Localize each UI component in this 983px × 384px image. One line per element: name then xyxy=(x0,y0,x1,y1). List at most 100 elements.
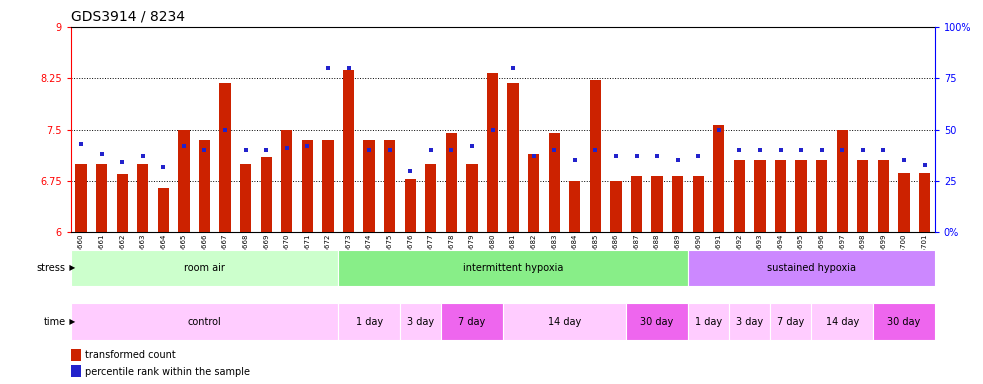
Bar xyxy=(466,164,478,232)
Point xyxy=(443,147,459,153)
Bar xyxy=(384,140,395,232)
Text: control: control xyxy=(188,316,221,327)
Text: room air: room air xyxy=(184,263,225,273)
Text: ▶: ▶ xyxy=(67,317,75,326)
Text: 7 day: 7 day xyxy=(458,316,486,327)
Bar xyxy=(610,181,621,232)
Point xyxy=(711,127,726,133)
Text: 14 day: 14 day xyxy=(826,316,859,327)
Point xyxy=(876,147,892,153)
Bar xyxy=(425,164,436,232)
Point xyxy=(300,143,316,149)
Bar xyxy=(338,303,400,340)
Bar xyxy=(219,83,231,232)
Point xyxy=(896,157,912,164)
Text: 1 day: 1 day xyxy=(695,316,723,327)
Bar xyxy=(338,250,688,286)
Bar xyxy=(811,303,873,340)
Bar xyxy=(549,133,560,232)
Point xyxy=(135,153,150,159)
Point xyxy=(361,147,376,153)
Bar xyxy=(688,303,729,340)
Point xyxy=(526,153,542,159)
Point xyxy=(238,147,254,153)
Bar xyxy=(754,161,766,232)
Bar xyxy=(71,303,338,340)
Bar xyxy=(729,303,771,340)
Point xyxy=(547,147,562,153)
Bar xyxy=(117,174,128,232)
Bar xyxy=(76,164,87,232)
Text: sustained hypoxia: sustained hypoxia xyxy=(767,263,856,273)
Text: intermittent hypoxia: intermittent hypoxia xyxy=(463,263,563,273)
Point xyxy=(341,65,357,71)
Text: percentile rank within the sample: percentile rank within the sample xyxy=(86,366,251,377)
Bar xyxy=(672,176,683,232)
Text: 30 day: 30 day xyxy=(888,316,921,327)
Bar xyxy=(857,161,869,232)
Point xyxy=(279,145,295,151)
Bar xyxy=(302,140,313,232)
Point xyxy=(608,153,624,159)
Bar xyxy=(71,349,82,361)
Point xyxy=(752,147,768,153)
Bar xyxy=(873,303,935,340)
Bar xyxy=(507,83,519,232)
Bar xyxy=(590,79,601,232)
Point xyxy=(505,65,521,71)
Point xyxy=(485,127,500,133)
Bar xyxy=(733,161,745,232)
Bar xyxy=(626,303,688,340)
Bar xyxy=(771,303,811,340)
Text: GDS3914 / 8234: GDS3914 / 8234 xyxy=(71,9,185,23)
Bar xyxy=(816,161,828,232)
Bar xyxy=(405,179,416,232)
Text: transformed count: transformed count xyxy=(86,350,176,360)
Bar xyxy=(157,188,169,232)
Bar xyxy=(441,303,502,340)
Point xyxy=(176,143,192,149)
Text: 7 day: 7 day xyxy=(778,316,804,327)
Bar xyxy=(631,176,642,232)
Bar xyxy=(281,130,293,232)
Text: stress: stress xyxy=(36,263,66,273)
Bar xyxy=(795,161,807,232)
Point xyxy=(217,127,233,133)
Point xyxy=(114,159,130,166)
Bar xyxy=(652,176,663,232)
Bar xyxy=(96,164,107,232)
Point xyxy=(855,147,871,153)
Bar xyxy=(775,161,786,232)
Text: 14 day: 14 day xyxy=(548,316,581,327)
Point xyxy=(917,161,933,167)
Bar xyxy=(400,303,441,340)
Bar xyxy=(713,125,724,232)
Bar xyxy=(260,157,272,232)
Bar xyxy=(137,164,148,232)
Bar xyxy=(178,130,190,232)
Point xyxy=(73,141,88,147)
Text: ▶: ▶ xyxy=(67,263,75,272)
Point xyxy=(669,157,685,164)
Point xyxy=(402,168,418,174)
Bar xyxy=(528,154,540,232)
Bar xyxy=(693,176,704,232)
Point xyxy=(197,147,212,153)
Bar xyxy=(240,164,252,232)
Point xyxy=(588,147,604,153)
Bar xyxy=(445,133,457,232)
Point xyxy=(773,147,788,153)
Point xyxy=(259,147,274,153)
Point xyxy=(629,153,645,159)
Point xyxy=(93,151,109,157)
Text: 3 day: 3 day xyxy=(407,316,434,327)
Bar xyxy=(71,250,338,286)
Text: 30 day: 30 day xyxy=(641,316,673,327)
Bar xyxy=(364,140,375,232)
Bar xyxy=(322,140,333,232)
Bar xyxy=(688,250,935,286)
Bar xyxy=(71,365,82,377)
Point xyxy=(381,147,397,153)
Point xyxy=(649,153,665,159)
Point xyxy=(320,65,336,71)
